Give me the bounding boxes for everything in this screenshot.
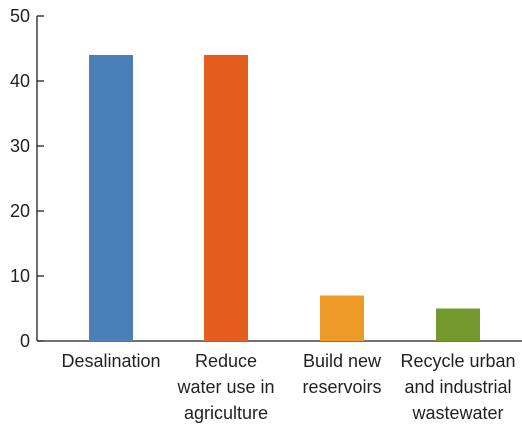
y-tick-label: 10 — [10, 266, 30, 286]
y-tick-label: 40 — [10, 71, 30, 91]
y-tick-label: 50 — [10, 6, 30, 26]
x-category-label: Desalination — [61, 351, 160, 371]
x-category-label-line: Build new — [303, 351, 382, 371]
labels: Desalination Reduce water use in agricultur… — [61, 351, 515, 423]
y-tick-label: 30 — [10, 136, 30, 156]
bar — [436, 308, 480, 341]
x-category-label-line: reservoirs — [302, 377, 381, 397]
x-category-label-line: and industrial — [404, 377, 511, 397]
bar — [89, 55, 133, 341]
y-tick-label: 20 — [10, 201, 30, 221]
x-category-label-line: Reduce — [195, 351, 257, 371]
x-category-label: Build new reservoirs — [302, 351, 382, 397]
x-category-label-line: Recycle urban — [400, 351, 515, 371]
x-category-label-line: wastewater — [411, 403, 503, 423]
x-category-label-line: agriculture — [184, 403, 268, 423]
x-category-label: Reduce water use in agriculture — [176, 351, 274, 423]
bar — [320, 295, 364, 341]
bar — [204, 55, 248, 341]
x-category-label-line: Desalination — [61, 351, 160, 371]
x-category-label: Recycle urban and industrial wastewater — [400, 351, 515, 423]
x-category-label-line: water use in — [176, 377, 274, 397]
y-tick-label: 0 — [20, 331, 30, 351]
bars — [89, 55, 480, 341]
axes: 0 10 20 30 40 50 — [10, 6, 522, 351]
